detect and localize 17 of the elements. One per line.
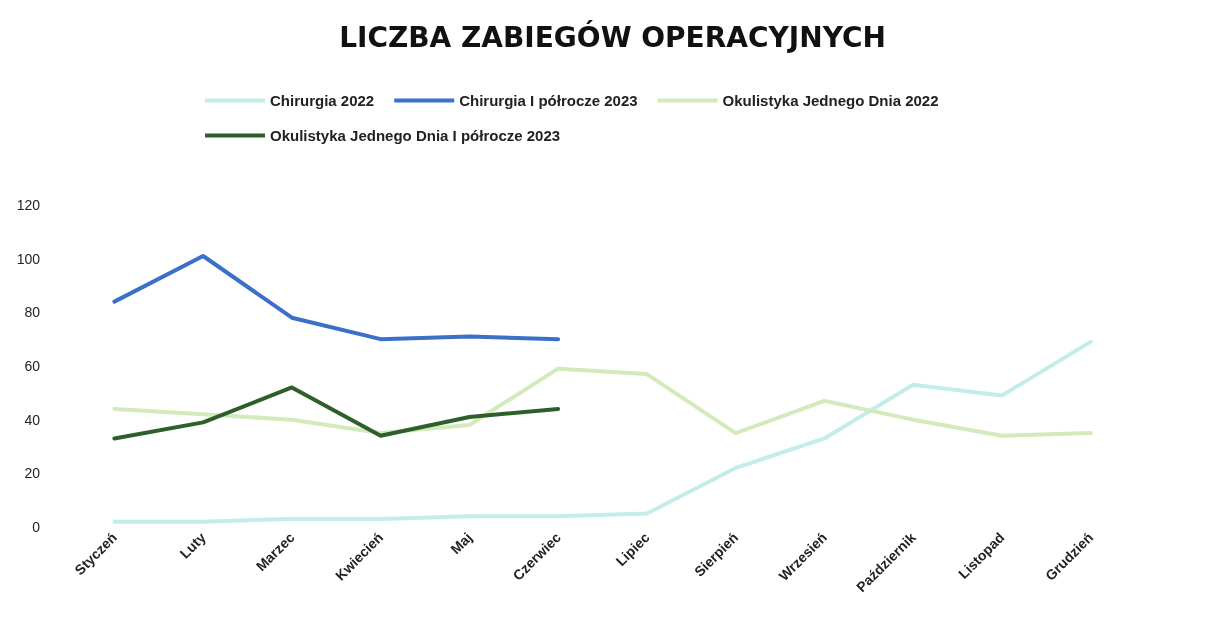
- y-tick-label: 100: [16, 250, 41, 267]
- y-tick-label: 120: [16, 197, 41, 213]
- legend-label: Chirurgia I półrocze 2023: [459, 92, 638, 109]
- y-tick-label: 60: [24, 358, 41, 374]
- y-tick-label: 20: [24, 465, 41, 482]
- legend-label: Okulistyka Jednego Dnia 2022: [722, 92, 939, 109]
- line-series: [112, 339, 1093, 524]
- line-series: [112, 385, 561, 441]
- legend-label: Chirurgia 2022: [270, 92, 375, 109]
- line-series: [112, 366, 1093, 438]
- chart-title: LICZBA ZABIEGÓW OPERACYJNYCH: [339, 19, 886, 54]
- y-tick-label: 40: [24, 411, 41, 428]
- legend-label: Okulistyka Jednego Dnia I półrocze 2023: [270, 127, 561, 144]
- line-series: [112, 253, 561, 342]
- y-tick-label: 0: [32, 519, 41, 535]
- x-tick-label: Maj: [447, 529, 476, 558]
- y-tick-label: 80: [24, 304, 41, 321]
